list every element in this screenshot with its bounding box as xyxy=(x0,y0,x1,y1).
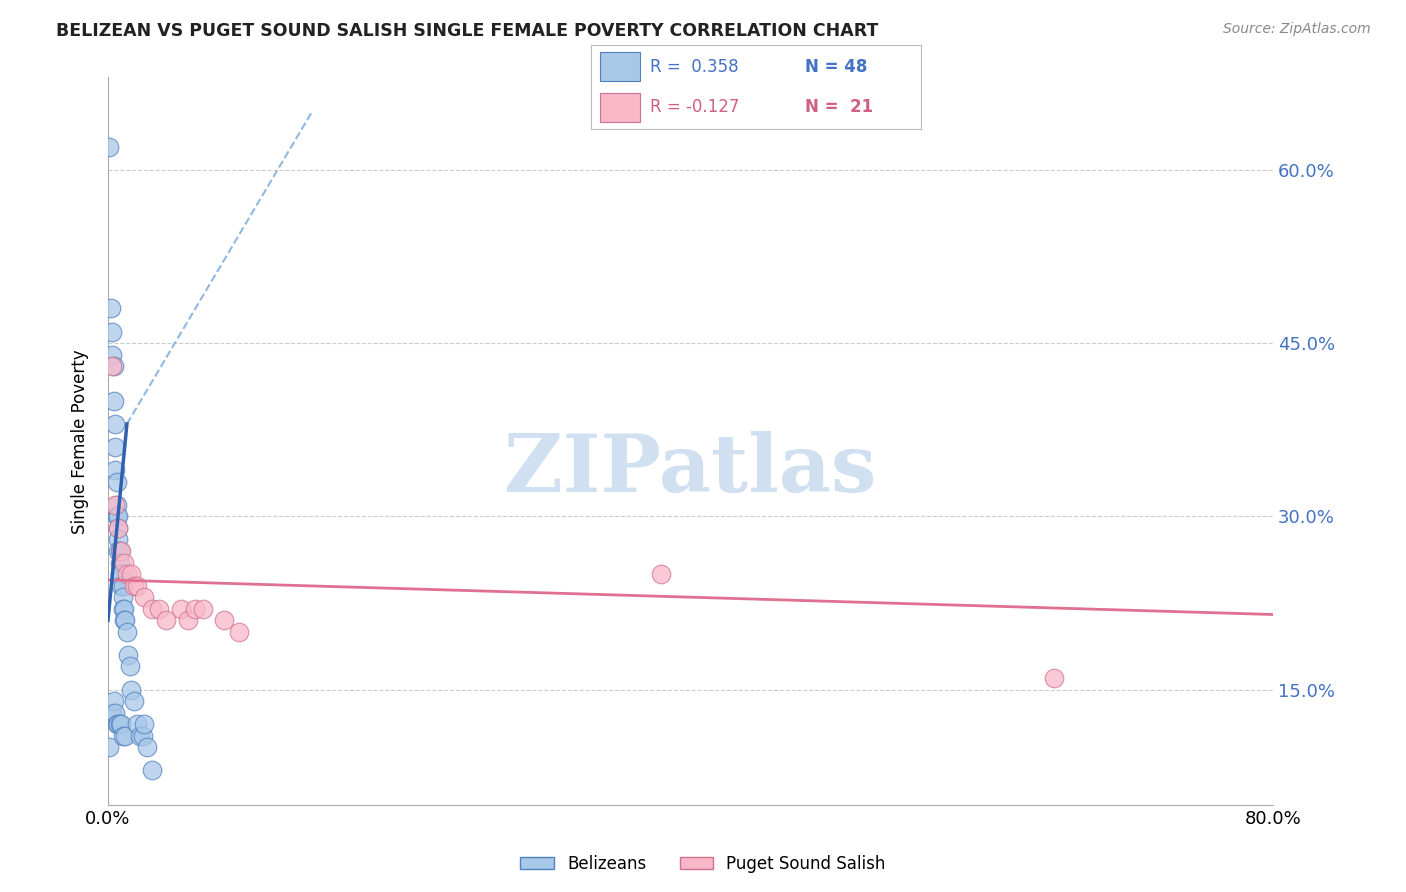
Text: N =  21: N = 21 xyxy=(806,98,873,116)
Point xyxy=(107,521,129,535)
Point xyxy=(120,682,142,697)
Point xyxy=(107,717,129,731)
Point xyxy=(650,567,672,582)
Point xyxy=(101,325,124,339)
Point xyxy=(127,579,149,593)
Point xyxy=(108,567,131,582)
Point xyxy=(114,729,136,743)
Point xyxy=(132,729,155,743)
Point xyxy=(228,624,250,639)
Point xyxy=(108,544,131,558)
Point xyxy=(98,740,121,755)
Y-axis label: Single Female Poverty: Single Female Poverty xyxy=(72,349,89,533)
Point xyxy=(112,556,135,570)
Point xyxy=(105,717,128,731)
Point xyxy=(108,717,131,731)
Point xyxy=(103,694,125,708)
Point xyxy=(104,463,127,477)
Text: R = -0.127: R = -0.127 xyxy=(650,98,740,116)
Point xyxy=(110,544,132,558)
Point xyxy=(100,301,122,316)
Point xyxy=(98,140,121,154)
Point xyxy=(136,740,159,755)
Point xyxy=(107,521,129,535)
Point xyxy=(177,613,200,627)
Text: ZIPatlas: ZIPatlas xyxy=(505,432,876,509)
FancyBboxPatch shape xyxy=(600,53,640,81)
Text: Source: ZipAtlas.com: Source: ZipAtlas.com xyxy=(1223,22,1371,37)
Point xyxy=(111,601,134,615)
Point xyxy=(214,613,236,627)
Point xyxy=(101,359,124,374)
Point xyxy=(141,601,163,615)
Point xyxy=(105,509,128,524)
Point xyxy=(141,764,163,778)
Point xyxy=(115,624,138,639)
Point xyxy=(101,348,124,362)
Point xyxy=(112,601,135,615)
Point xyxy=(105,498,128,512)
Point xyxy=(122,579,145,593)
Point xyxy=(111,729,134,743)
Point xyxy=(103,393,125,408)
Point xyxy=(110,579,132,593)
Point xyxy=(103,359,125,374)
Point xyxy=(129,729,152,743)
Point xyxy=(134,717,156,731)
Point xyxy=(101,706,124,720)
Point xyxy=(148,601,170,615)
Point xyxy=(117,648,139,662)
Point xyxy=(104,706,127,720)
FancyBboxPatch shape xyxy=(600,93,640,121)
Legend: Belizeans, Puget Sound Salish: Belizeans, Puget Sound Salish xyxy=(513,848,893,880)
Text: R =  0.358: R = 0.358 xyxy=(650,58,738,76)
Point xyxy=(191,601,214,615)
Text: BELIZEAN VS PUGET SOUND SALISH SINGLE FEMALE POVERTY CORRELATION CHART: BELIZEAN VS PUGET SOUND SALISH SINGLE FE… xyxy=(56,22,879,40)
Point xyxy=(115,567,138,582)
Point xyxy=(107,544,129,558)
Point xyxy=(104,440,127,454)
Point xyxy=(118,659,141,673)
Point xyxy=(104,417,127,431)
Point xyxy=(110,567,132,582)
Point xyxy=(127,717,149,731)
Point xyxy=(111,579,134,593)
Point xyxy=(108,556,131,570)
Point xyxy=(155,613,177,627)
Point xyxy=(104,498,127,512)
Point xyxy=(114,613,136,627)
Text: N = 48: N = 48 xyxy=(806,58,868,76)
Point xyxy=(1043,671,1066,685)
Point xyxy=(184,601,207,615)
Point xyxy=(170,601,193,615)
Point xyxy=(107,533,129,547)
Point xyxy=(134,590,156,604)
Point xyxy=(105,475,128,489)
Point xyxy=(112,613,135,627)
Point xyxy=(122,694,145,708)
Point xyxy=(120,567,142,582)
Point xyxy=(111,590,134,604)
Point xyxy=(107,509,129,524)
Point xyxy=(110,717,132,731)
